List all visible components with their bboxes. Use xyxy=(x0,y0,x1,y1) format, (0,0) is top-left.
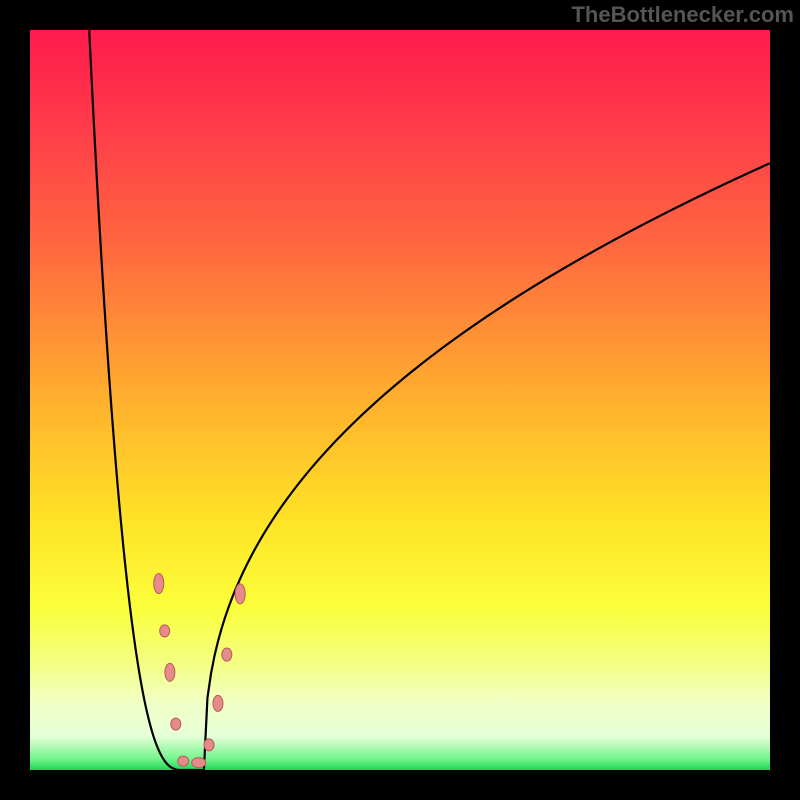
data-marker xyxy=(235,584,245,604)
watermark-text: TheBottlenecker.com xyxy=(571,2,794,28)
chart-frame: TheBottlenecker.com xyxy=(0,0,800,800)
data-marker xyxy=(160,625,170,637)
plot-area xyxy=(30,30,770,770)
data-marker xyxy=(178,756,189,766)
data-marker xyxy=(213,695,223,711)
gradient-background xyxy=(30,30,770,770)
data-marker xyxy=(204,739,214,751)
data-marker xyxy=(222,648,232,661)
data-marker xyxy=(171,718,181,730)
plot-svg xyxy=(30,30,770,770)
data-marker xyxy=(192,758,206,768)
data-marker xyxy=(165,663,175,681)
data-marker xyxy=(154,574,164,594)
